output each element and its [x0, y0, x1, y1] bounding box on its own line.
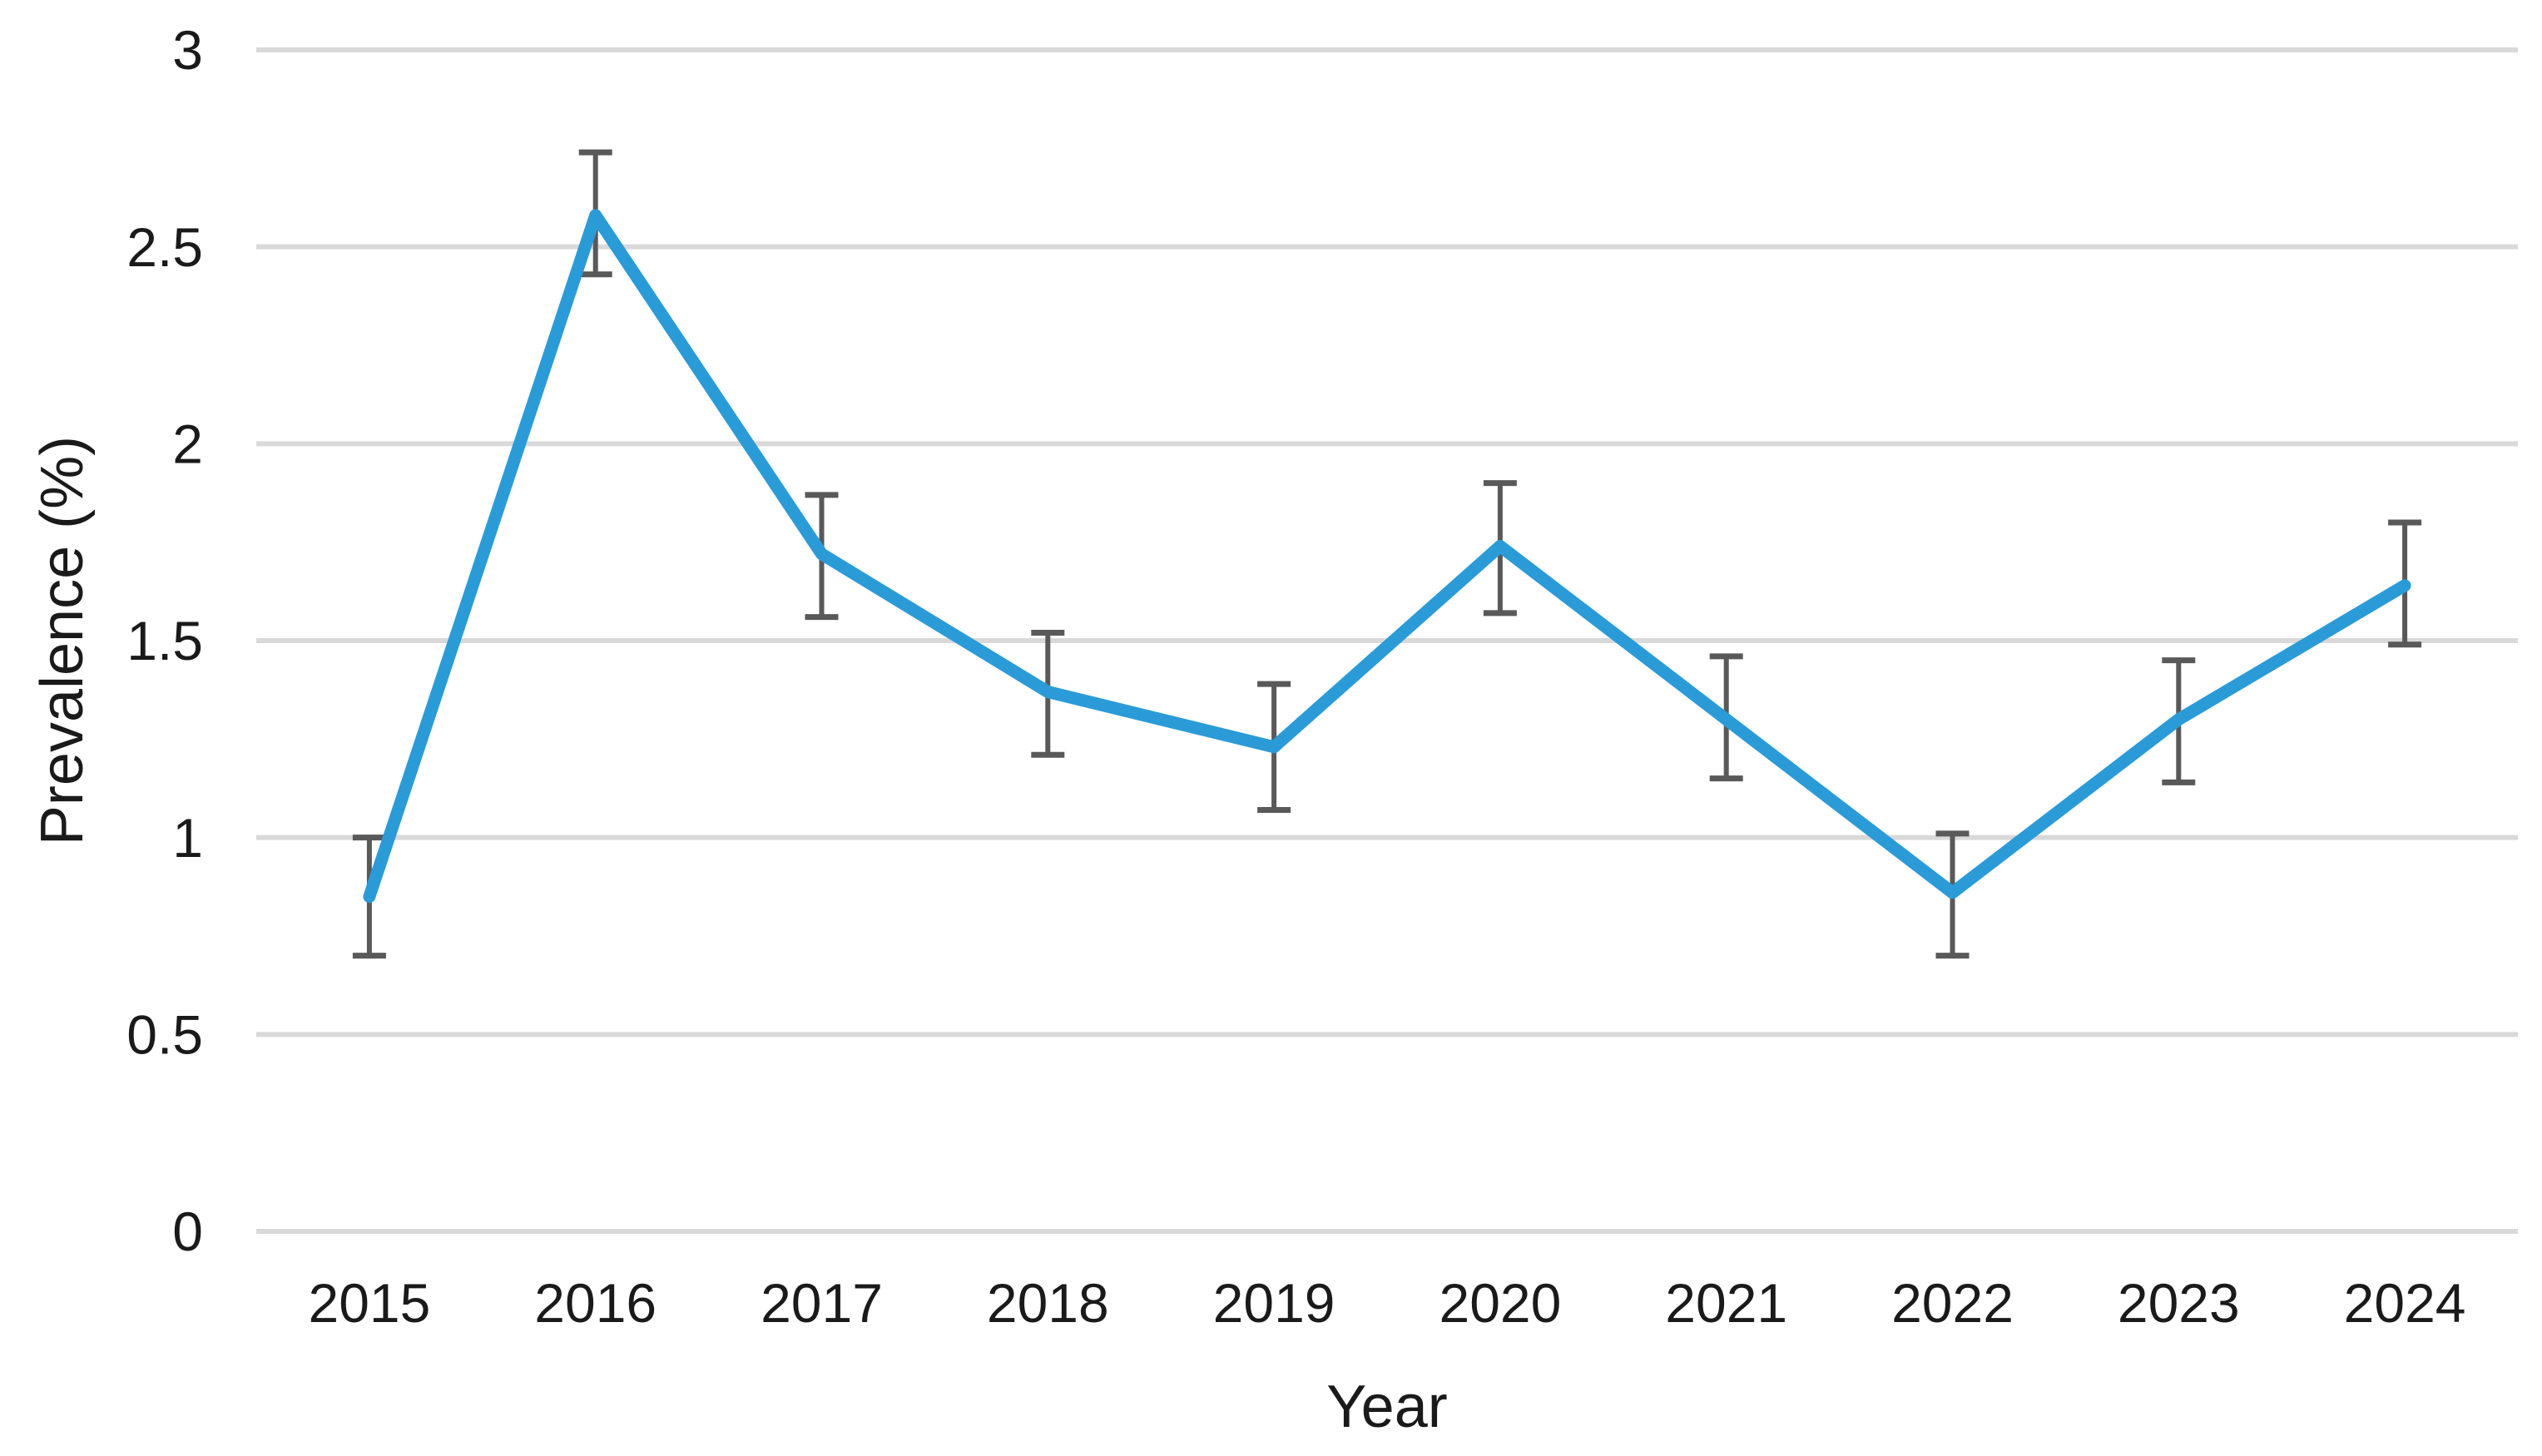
- y-tick-label: 1.5: [126, 610, 203, 671]
- x-tick-label: 2016: [534, 1272, 657, 1334]
- y-tick-label: 0.5: [126, 1003, 203, 1065]
- x-tick-label: 2015: [308, 1272, 430, 1334]
- y-tick-label: 2: [172, 413, 203, 474]
- x-tick-labels-group: 2015 2016 2017 2018 2019 2020 2021 2022 2023 2024: [308, 1272, 2465, 1334]
- prevalence-series-line: [363, 209, 2411, 904]
- x-tick-label: 2018: [987, 1272, 1109, 1334]
- y-tick-label: 3: [172, 19, 203, 81]
- x-tick-label: 2020: [1439, 1272, 1561, 1334]
- gridlines-group: [256, 47, 2518, 1234]
- y-tick-label: 1: [172, 807, 203, 869]
- x-tick-label: 2024: [2344, 1272, 2466, 1334]
- y-tick-label: 0: [172, 1201, 203, 1262]
- x-tick-label: 2019: [1213, 1272, 1335, 1334]
- y-axis-title: Prevalence (%): [29, 436, 96, 845]
- x-tick-label: 2021: [1665, 1272, 1787, 1334]
- y-tick-label: 2.5: [126, 216, 203, 278]
- x-tick-label: 2017: [761, 1272, 883, 1334]
- x-tick-label: 2022: [1891, 1272, 2014, 1334]
- data-line-group: [363, 209, 2411, 904]
- x-axis-title: Year: [1326, 1374, 1447, 1440]
- x-tick-label: 2023: [2118, 1272, 2240, 1334]
- y-tick-labels-group: 0 0.5 1 1.5 2 2.5 3: [126, 19, 203, 1262]
